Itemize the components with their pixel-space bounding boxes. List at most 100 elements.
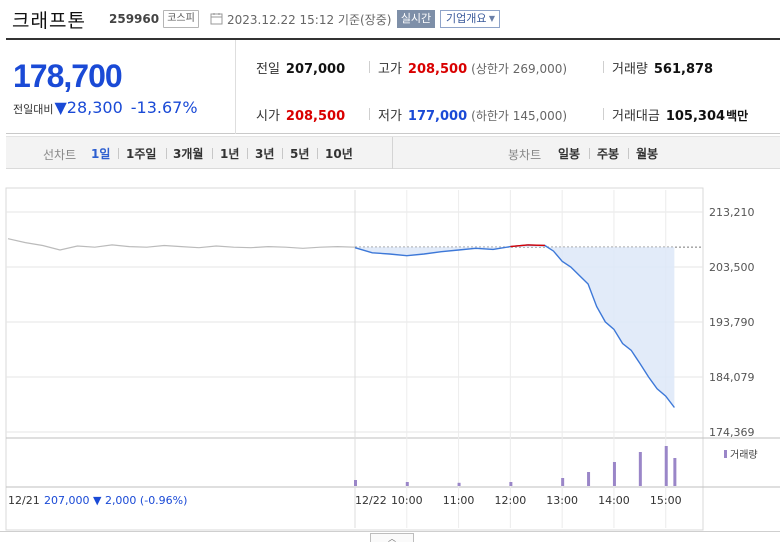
chevron-up-icon: ︿ (388, 534, 396, 542)
stock-code: 259960 (109, 12, 160, 26)
down-arrow-icon: ▼ (54, 98, 67, 117)
volume-bar (673, 458, 677, 486)
divider (369, 108, 370, 120)
volume-bar (561, 478, 565, 486)
divider (603, 61, 604, 73)
chart-period-bar: 선차트 1일 1주일 3개월 1년 3년 5년 10년 봉차트 일봉 주봉 월봉 (6, 136, 780, 169)
low-value: 177,000 (407, 109, 468, 124)
collapse-handle[interactable]: ︿ (370, 533, 414, 542)
prev-close-cell: 전일 207,000 (256, 58, 345, 77)
prev-close-label: 전일 (256, 62, 280, 77)
quote-datetime: 2023.12.22 15:12 기준(장중) (227, 13, 392, 27)
y-tick-label: 174,369 (709, 426, 755, 439)
trade-amount-value: 105,304 (665, 109, 726, 124)
change-label: 전일대비 (13, 103, 54, 116)
company-overview-label: 기업개요 (446, 12, 487, 25)
divider (247, 148, 248, 159)
above-reference-segment (527, 244, 545, 247)
low-cell: 저가 177,000 (하한가 145,000) (378, 105, 567, 124)
open-value: 208,500 (285, 109, 346, 124)
y-tick-label: 203,500 (709, 261, 755, 274)
bottom-border (0, 531, 780, 542)
stock-name: 크래프톤 (12, 10, 86, 32)
high-cell: 고가 208,500 (상한가 269,000) (378, 58, 567, 77)
period-3y[interactable]: 3년 (255, 147, 275, 161)
period-1y[interactable]: 1년 (220, 147, 240, 161)
x-tick-label: 12/22 (355, 494, 387, 507)
upper-limit: (상한가 269,000) (471, 62, 568, 76)
volume-bar (457, 482, 461, 486)
period-1d[interactable]: 1일 (91, 147, 111, 161)
volume-cell: 거래량 561,878 (612, 58, 713, 77)
divider (235, 40, 236, 134)
change-percent: -13.67% (130, 98, 198, 117)
divider (369, 61, 370, 73)
prev-day-date-label: 12/21 (8, 494, 40, 507)
chevron-down-icon: ▼ (488, 14, 495, 23)
calendar-icon (210, 13, 223, 25)
divider (603, 108, 604, 120)
low-label: 저가 (378, 109, 402, 124)
y-tick-label: 213,210 (709, 206, 755, 219)
period-3m[interactable]: 3개월 (173, 147, 204, 161)
period-10y[interactable]: 10년 (325, 147, 353, 161)
x-tick-label: 11:00 (443, 494, 475, 507)
volume-legend-swatch (724, 450, 727, 458)
divider (282, 148, 283, 159)
prev-day-summary-label: 207,000 ▼ 2,000 (-0.96%) (44, 494, 187, 507)
divider (317, 148, 318, 159)
divider (118, 148, 119, 159)
period-1w[interactable]: 1주일 (126, 147, 157, 161)
candle-weekly[interactable]: 주봉 (597, 147, 620, 161)
open-cell: 시가 208,500 (256, 105, 345, 124)
price-change-row: 전일대비▼28,300 -13.67% (13, 98, 198, 117)
volume-bar (638, 452, 642, 486)
prev-close-value: 207,000 (285, 62, 346, 77)
market-badge: 코스피 (163, 10, 199, 28)
open-label: 시가 (256, 109, 280, 124)
realtime-badge[interactable]: 실시간 (397, 10, 435, 28)
volume-bar (664, 446, 668, 486)
divider (589, 148, 590, 159)
change-amount: 28,300 (66, 98, 123, 117)
volume-label: 거래량 (612, 62, 648, 77)
divider (212, 148, 213, 159)
candle-monthly[interactable]: 월봉 (636, 147, 659, 161)
trade-amount-cell: 거래대금 105,304백만 (612, 105, 748, 124)
x-tick-label: 12:00 (495, 494, 527, 507)
lower-limit: (하한가 145,000) (471, 109, 568, 123)
volume-bar (354, 480, 357, 486)
candle-daily[interactable]: 일봉 (558, 147, 581, 161)
prev-day-series-line (7, 238, 356, 251)
divider (392, 137, 393, 169)
x-tick-label: 15:00 (650, 494, 682, 507)
divider (628, 148, 629, 159)
today-series-line (354, 244, 675, 408)
volume-legend-label: 거래량 (730, 449, 758, 461)
volume-value: 561,878 (653, 62, 714, 77)
line-chart-label: 선차트 (43, 148, 77, 162)
x-tick-label: 14:00 (598, 494, 630, 507)
volume-bar (612, 462, 616, 486)
volume-bar (509, 482, 513, 486)
volume-bar (587, 472, 591, 486)
price-summary: 178,700 전일대비▼28,300 -13.67% 전일 207,000 고가 2… (6, 38, 780, 134)
above-reference-segment (510, 244, 528, 248)
volume-bar (405, 482, 409, 486)
y-tick-label: 193,790 (709, 316, 755, 329)
current-price: 178,700 (13, 58, 123, 94)
trade-amount-label: 거래대금 (612, 109, 660, 124)
high-value: 208,500 (407, 62, 468, 77)
trade-amount-unit: 백만 (726, 109, 749, 123)
high-label: 고가 (378, 62, 402, 77)
intraday-chart[interactable]: 213,210 203,500 193,790 184,079 174,369 거래량 12… (0, 170, 780, 542)
x-tick-label: 10:00 (391, 494, 423, 507)
today-area-fill (355, 244, 675, 408)
divider (166, 148, 167, 159)
candle-chart-label: 봉차트 (508, 148, 542, 162)
period-5y[interactable]: 5년 (290, 147, 310, 161)
company-overview-button[interactable]: 기업개요 ▼ (440, 10, 500, 28)
stock-header: 크래프톤 259960 코스피 2023.12.22 15:12 기준(장중) … (0, 0, 780, 38)
x-tick-label: 13:00 (546, 494, 578, 507)
y-tick-label: 184,079 (709, 371, 755, 384)
